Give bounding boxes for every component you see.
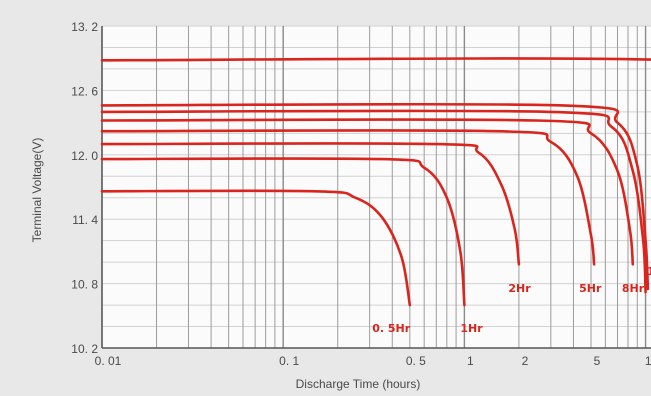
- curve-line: [100, 142, 521, 266]
- plot-area: [102, 26, 651, 348]
- curve-line: [100, 57, 651, 62]
- curve-line: [100, 109, 647, 294]
- curve-line: [100, 189, 412, 307]
- y-axis-label: Terminal Voltage(V): [30, 138, 44, 243]
- x-tick-label: 1: [467, 354, 474, 368]
- x-tick-label: 5: [594, 354, 601, 368]
- curve-label: 2Hr: [508, 282, 531, 295]
- minor-grid: [102, 25, 651, 349]
- curves: [100, 57, 651, 307]
- y-axis-ticks: 10. 2 10. 8 11. 4 12. 0 12. 6 13. 2: [71, 20, 98, 356]
- curve-label: 8Hr: [622, 282, 645, 295]
- x-tick-label: 0. 1: [279, 354, 299, 368]
- curve-labels: 0. 5Hr1Hr2Hr5Hr8Hr10Hr120Hr: [372, 265, 651, 335]
- x-axis-ticks: 0. 010. 10. 512510100: [95, 354, 651, 368]
- curve-label: 1Hr: [460, 322, 483, 335]
- curve-line: [100, 102, 650, 291]
- y-tick-label: 13. 2: [71, 20, 98, 34]
- curve-line: [100, 129, 596, 266]
- curve-line: [100, 118, 635, 266]
- x-tick-label: 2: [522, 354, 529, 368]
- x-tick-label: 0. 01: [95, 354, 122, 368]
- y-tick-label: 10. 8: [71, 278, 98, 292]
- curve-label: 10Hr: [647, 265, 651, 278]
- x-tick-label: 0. 5: [406, 354, 426, 368]
- y-tick-label: 11. 4: [72, 213, 98, 227]
- x-tick-label: 10: [645, 354, 651, 368]
- curve-label: 5Hr: [579, 282, 602, 295]
- y-tick-label: 10. 2: [71, 342, 98, 356]
- y-tick-label: 12. 0: [71, 149, 98, 163]
- y-tick-label: 12. 6: [71, 84, 98, 98]
- x-axis-label: Discharge Time (hours): [296, 377, 421, 391]
- curve-label: 0. 5Hr: [372, 322, 411, 335]
- curve-line: [100, 157, 466, 307]
